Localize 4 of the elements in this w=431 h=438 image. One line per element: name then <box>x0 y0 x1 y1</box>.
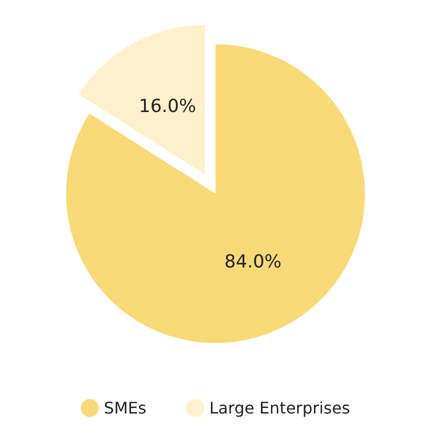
data-label: 84.0% <box>224 251 282 272</box>
legend-label: Large Enterprises <box>209 398 350 418</box>
data-label: 16.0% <box>138 96 196 117</box>
legend-label: SMEs <box>104 398 146 418</box>
